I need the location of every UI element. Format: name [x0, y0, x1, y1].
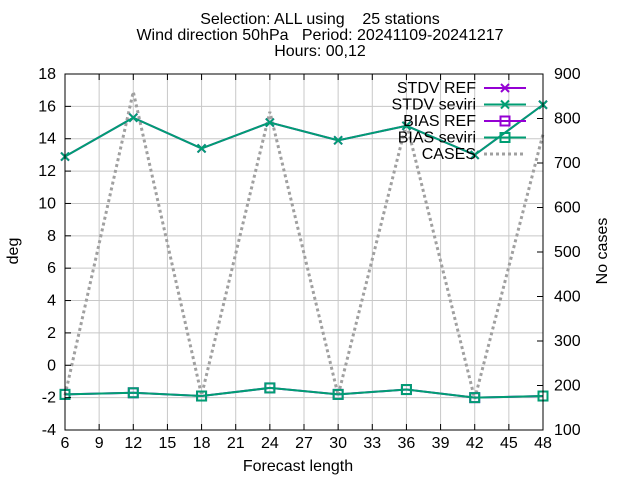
x-tick-label: 24: [261, 435, 279, 452]
x-tick-label: 42: [466, 435, 484, 452]
legend-marker-stdv-seviri: [500, 99, 510, 110]
y-tick-label: 6: [47, 260, 56, 277]
data-point-stdv-seviri: [265, 117, 275, 128]
y2-tick-label: 900: [554, 66, 581, 83]
y-tick-label: 4: [47, 293, 56, 310]
legend-marker-bias-seviri: [499, 132, 511, 143]
legend-marker-stdv-ref: [500, 83, 510, 93]
marker-stroke: [500, 83, 510, 93]
x-tick-label: 9: [95, 435, 104, 452]
legend-marker-bias-ref: [499, 115, 511, 127]
y2-tick-label: 300: [554, 333, 581, 350]
x-tick-label: 36: [398, 435, 416, 452]
y-tick-label: 2: [47, 325, 56, 342]
y2-axis-label: No cases: [594, 218, 611, 285]
data-point-stdv-seviri: [401, 121, 412, 131]
series-line-stdv-seviri: [64, 103, 544, 158]
data-point-stdv-seviri: [470, 150, 480, 160]
y2-tick-label: 800: [554, 111, 581, 128]
series-line-cases: [63, 91, 545, 400]
data-point-bias-seviri: [196, 390, 208, 402]
data-point-bias-seviri: [127, 387, 139, 399]
y2-tick-label: 700: [554, 155, 581, 172]
x-tick-label: 18: [193, 435, 211, 452]
x-tick-label: 6: [61, 435, 70, 452]
y-tick-label: 12: [38, 163, 56, 180]
series-line-bias-seviri: [64, 386, 544, 399]
y-tick-label: 0: [47, 357, 56, 374]
x-tick-label: 12: [124, 435, 142, 452]
data-point-bias-seviri: [400, 384, 412, 396]
data-point-bias-seviri: [264, 382, 276, 394]
data-point-stdv-seviri: [128, 112, 138, 123]
y-tick-label: 16: [38, 98, 56, 115]
legend-label-bias-ref: BIAS REF: [403, 113, 476, 130]
x-tick-label: 48: [534, 435, 552, 452]
y-tick-label: 18: [38, 66, 56, 83]
y-tick-label: 8: [47, 228, 56, 245]
data-point-stdv-seviri: [333, 135, 343, 146]
marker-stroke: [470, 150, 480, 160]
legend-label-stdv-ref: STDV REF: [397, 80, 476, 97]
legend-label-cases: CASES: [422, 146, 476, 163]
x-tick-label: 39: [432, 435, 450, 452]
x-axis-label: Forecast length: [243, 458, 353, 475]
chart-title-line-3: Hours: 00,12: [274, 43, 366, 60]
chart-title-line-2: Wind direction 50hPa Period: 20241109-20…: [136, 27, 504, 44]
y-tick-label: -2: [42, 390, 56, 407]
x-tick-label: 30: [329, 435, 347, 452]
y2-tick-label: 100: [554, 422, 581, 439]
y-tick-label: 14: [38, 131, 56, 148]
marker-stroke: [265, 117, 275, 128]
x-tick-label: 15: [159, 435, 177, 452]
y2-tick-label: 600: [554, 200, 581, 217]
data-point-bias-seviri: [332, 388, 344, 400]
y2-tick-label: 400: [554, 289, 581, 306]
x-tick-label: 45: [500, 435, 518, 452]
x-tick-label: 21: [227, 435, 245, 452]
legend-label-stdv-seviri: STDV seviri: [392, 97, 476, 114]
marker-stroke: [500, 99, 510, 110]
marker-stroke: [401, 121, 412, 131]
chart-title-line-1: Selection: ALL using 25 stations: [200, 11, 440, 28]
data-point-bias-seviri: [469, 392, 481, 404]
legend-label-bias-seviri: BIAS seviri: [398, 130, 476, 147]
y-axis-label: deg: [5, 238, 22, 265]
y-tick-label: 10: [38, 195, 56, 212]
y-tick-label: -4: [42, 422, 56, 439]
marker-stroke: [128, 112, 138, 123]
marker-stroke: [333, 135, 343, 146]
y2-tick-label: 200: [554, 378, 581, 395]
marker-stroke: [196, 143, 207, 154]
y2-tick-label: 500: [554, 244, 581, 261]
data-point-stdv-seviri: [196, 143, 207, 154]
x-tick-label: 27: [295, 435, 313, 452]
x-tick-label: 33: [363, 435, 381, 452]
